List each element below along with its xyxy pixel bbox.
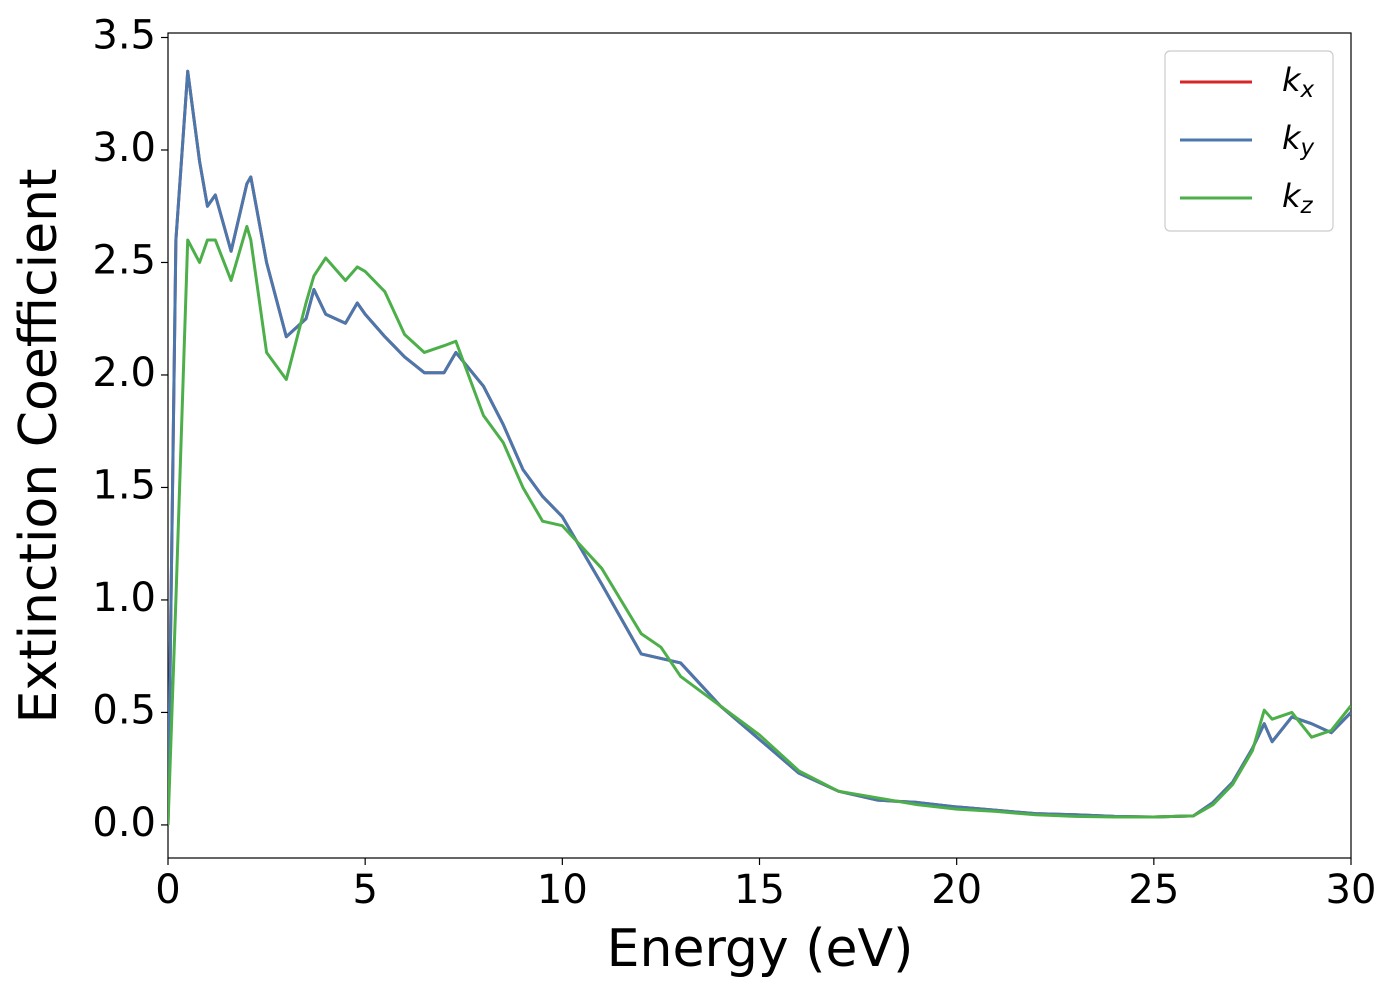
y-tick-label: 3.5	[92, 12, 156, 58]
x-tick-label: 25	[1128, 867, 1179, 913]
y-tick-label: 0.0	[92, 800, 156, 846]
legend-label: kx	[1282, 61, 1315, 103]
legend-label: ky	[1282, 119, 1315, 161]
y-axis-label: Extinction Coefficient	[9, 169, 69, 724]
series-line	[168, 224, 1351, 825]
y-tick-label: 1.0	[92, 575, 156, 621]
x-tick-label: 0	[155, 867, 180, 913]
y-tick-label: 2.5	[92, 237, 156, 283]
x-tick-label: 20	[931, 867, 982, 913]
x-tick-label: 5	[352, 867, 377, 913]
y-tick-label: 2.0	[92, 350, 156, 396]
x-tick-label: 30	[1326, 867, 1377, 913]
x-tick-label: 15	[734, 867, 785, 913]
x-axis-label: Energy (eV)	[607, 919, 914, 979]
y-tick-label: 3.0	[92, 125, 156, 171]
y-tick-label: 0.5	[92, 687, 156, 733]
x-tick-label: 10	[537, 867, 588, 913]
y-tick-label: 1.5	[92, 462, 156, 508]
legend-label: kz	[1282, 177, 1314, 219]
